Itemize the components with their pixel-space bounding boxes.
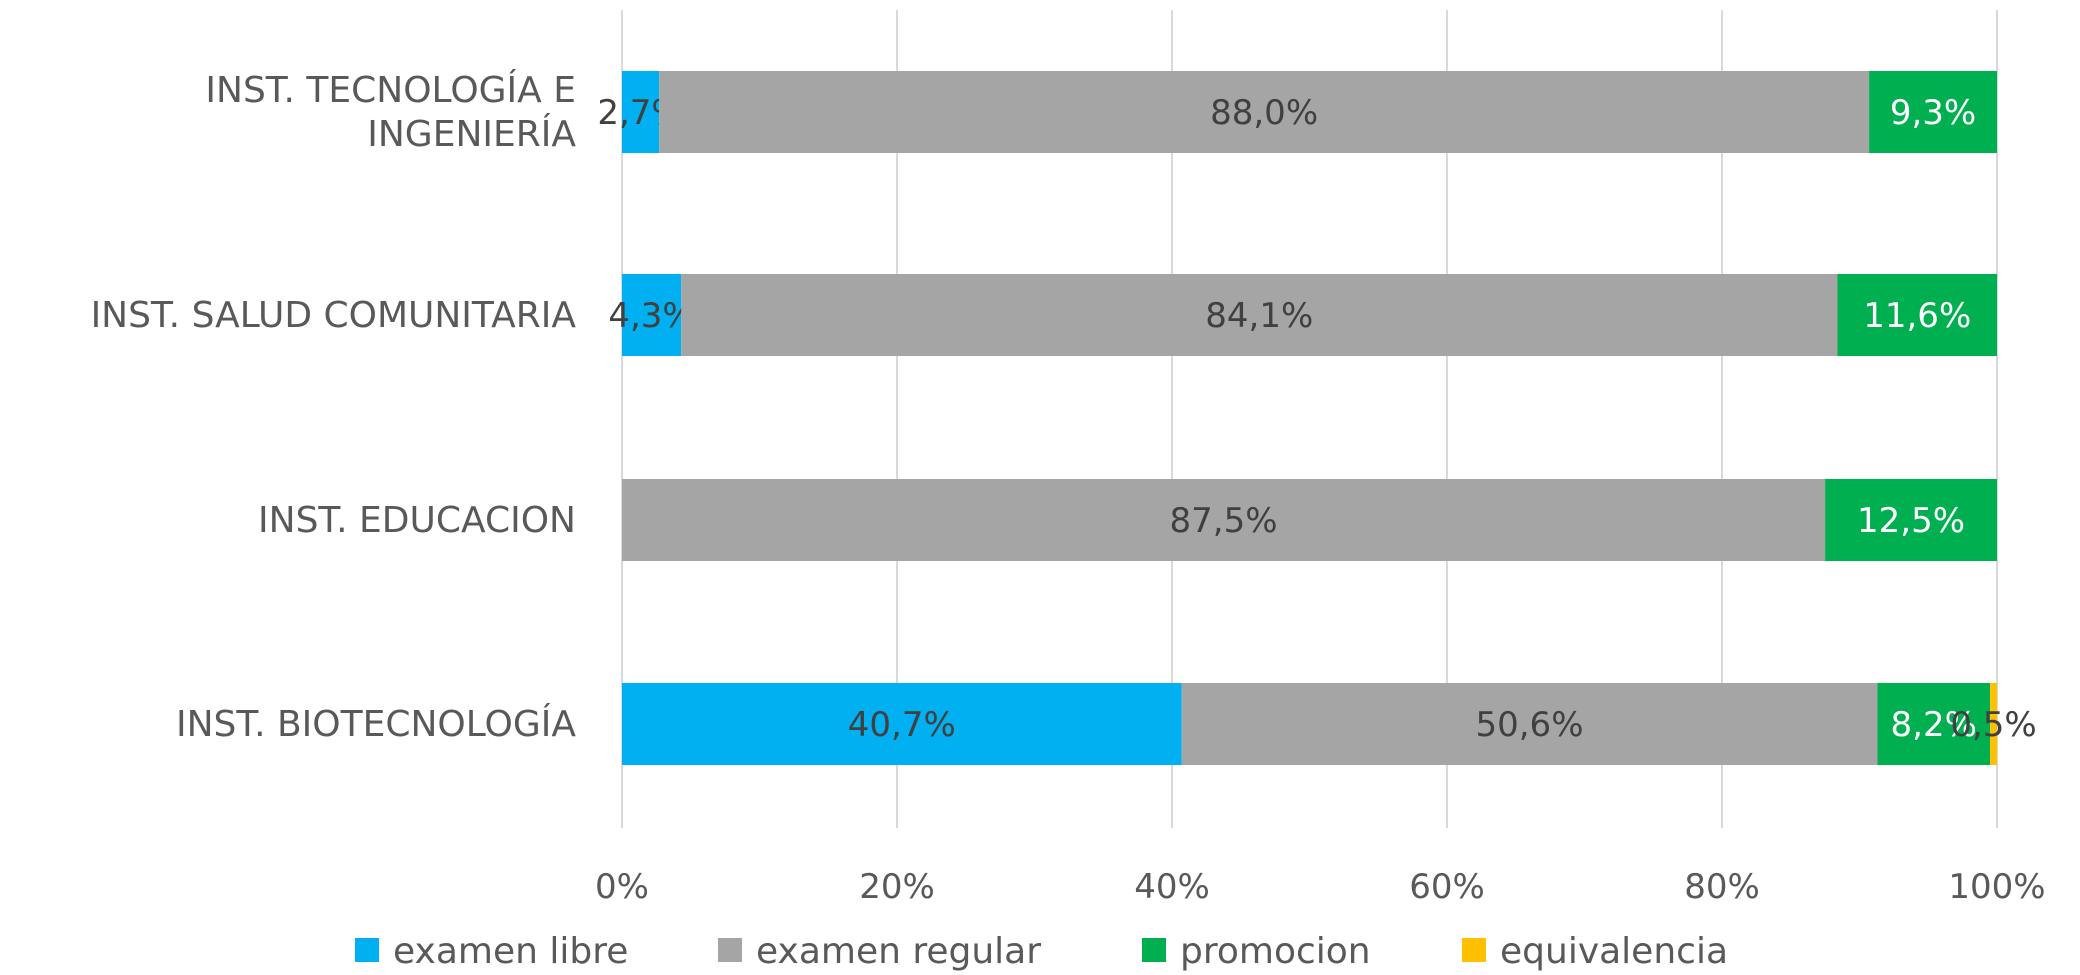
legend-swatch — [355, 938, 379, 962]
legend-label: promocion — [1180, 931, 1371, 972]
x-tick-label: 80% — [1684, 867, 1760, 907]
legend-swatch — [1462, 938, 1486, 962]
category-label: INST. TECNOLOGÍA E — [205, 69, 576, 111]
legend-label: examen libre — [393, 931, 628, 972]
legend: examen libre examen regular promocion equiv… — [355, 931, 1728, 972]
data-label: 50,6% — [1475, 705, 1583, 745]
data-label: 8,2% — [1891, 705, 1977, 745]
data-label: 12,5% — [1857, 501, 1965, 541]
bar-segment-promocion — [1877, 683, 1991, 765]
data-label: 88,0% — [1210, 93, 1318, 133]
bar-segment-equivalencia — [1990, 683, 1997, 765]
bar-segments: 2,7% 88,0% 9,3%4,3% 84,1% 11,6%87,5% 12,5%40,… — [597, 71, 2037, 765]
data-label: 11,6% — [1863, 296, 1971, 336]
category-label: INGENIERÍA — [367, 113, 576, 155]
bar-segment-examen-libre — [622, 683, 1182, 765]
data-label: 0,5% — [1950, 705, 2036, 745]
x-tick-label: 40% — [1134, 867, 1210, 907]
legend-label: examen regular — [756, 931, 1041, 972]
x-tick-label: 60% — [1409, 867, 1485, 907]
category-label: INST. SALUD COMUNITARIA — [91, 295, 577, 336]
legend-label: equivalencia — [1500, 931, 1728, 972]
bar-segment-examen-regular — [659, 71, 1870, 153]
legend-swatch — [1142, 938, 1166, 962]
legend-swatch — [718, 938, 742, 962]
x-tick-label: 100% — [1948, 867, 2045, 907]
x-axis-tick-labels: 0% 20% 40% 60% 80% 100% — [595, 867, 2046, 907]
data-label: 40,7% — [848, 705, 956, 745]
bar-segment-examen-libre — [622, 274, 682, 356]
data-label: 4,3% — [608, 296, 694, 336]
bar-segment-examen-regular — [681, 274, 1838, 356]
x-tick-label: 0% — [595, 867, 649, 907]
bar-segment-promocion — [1825, 479, 1997, 561]
category-label: INST. EDUCACION — [258, 500, 576, 541]
x-tick-label: 20% — [859, 867, 935, 907]
bar-segment-examen-libre — [622, 71, 660, 153]
data-label: 87,5% — [1170, 501, 1278, 541]
bar-segment-examen-regular — [1181, 683, 1878, 765]
bar-segment-promocion — [1837, 274, 1997, 356]
bar-segment-examen-regular — [622, 479, 1826, 561]
data-label: 9,3% — [1890, 93, 1976, 133]
data-label: 84,1% — [1205, 296, 1313, 336]
category-label: INST. BIOTECNOLOGÍA — [176, 703, 576, 745]
bar-segment-promocion — [1869, 71, 1997, 153]
